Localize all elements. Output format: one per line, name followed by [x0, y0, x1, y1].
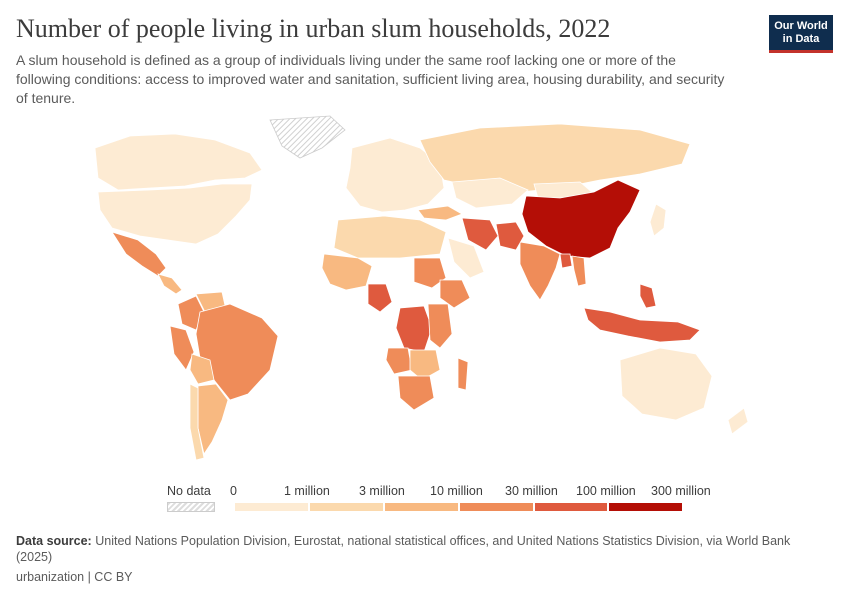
region-mexico[interactable]: [111, 231, 167, 277]
legend-tick-5: 100 million: [576, 484, 636, 498]
legend-bin-0[interactable]: [234, 502, 309, 512]
region-dr-congo[interactable]: [395, 305, 433, 353]
region-new-zealand[interactable]: [727, 407, 749, 435]
region-nigeria[interactable]: [367, 283, 393, 313]
region-ethiopia[interactable]: [439, 279, 471, 309]
region-angola[interactable]: [385, 347, 413, 375]
legend-bin-2[interactable]: [384, 502, 459, 512]
logo-line-1: Our World: [774, 20, 828, 32]
legend-tick-0: 0: [230, 484, 237, 498]
region-canada[interactable]: [94, 133, 263, 191]
legend-no-data-swatch: [167, 502, 215, 512]
region-sudan[interactable]: [413, 257, 447, 289]
legend-no-data-label: No data: [167, 484, 211, 498]
region-chile[interactable]: [189, 383, 205, 461]
legend-bin-4[interactable]: [534, 502, 608, 512]
data-source-text: United Nations Population Division, Euro…: [16, 534, 791, 564]
region-china[interactable]: [521, 179, 641, 259]
region-indonesia[interactable]: [583, 307, 701, 343]
region-north-africa[interactable]: [333, 215, 447, 259]
legend-tick-2: 3 million: [359, 484, 405, 498]
region-australia[interactable]: [619, 347, 713, 421]
region-argentina[interactable]: [197, 383, 229, 455]
legend-tick-4: 30 million: [505, 484, 558, 498]
chart-subtitle: A slum household is defined as a group o…: [16, 52, 725, 106]
region-kazakhstan[interactable]: [451, 177, 529, 209]
region-united-states[interactable]: [97, 183, 253, 245]
region-japan[interactable]: [649, 203, 667, 237]
chart-title: Number of people living in urban slum ho…: [16, 14, 611, 43]
region-europe[interactable]: [345, 137, 445, 213]
world-map[interactable]: [0, 108, 850, 480]
region-bolivia[interactable]: [189, 353, 215, 385]
legend-tick-3: 10 million: [430, 484, 483, 498]
region-south-africa[interactable]: [397, 375, 435, 411]
region-saudi-arabia[interactable]: [447, 237, 485, 279]
region-peru[interactable]: [169, 325, 195, 371]
legend: No data 0 1 million 3 million 10 million…: [0, 480, 850, 520]
region-turkey[interactable]: [417, 205, 463, 221]
legend-bin-5[interactable]: [608, 502, 683, 512]
legend-tick-1: 1 million: [284, 484, 330, 498]
region-russia[interactable]: [419, 123, 691, 193]
region-central-america[interactable]: [157, 273, 183, 295]
region-philippines[interactable]: [639, 283, 657, 309]
legend-tick-6: 300 million: [651, 484, 711, 498]
region-brazil[interactable]: [195, 303, 279, 401]
data-source-label: Data source:: [16, 534, 92, 548]
region-pakistan[interactable]: [495, 221, 525, 251]
region-myanmar[interactable]: [571, 255, 587, 287]
legend-bin-1[interactable]: [309, 502, 384, 512]
region-iran[interactable]: [461, 217, 499, 251]
logo-line-2: in Data: [782, 33, 820, 45]
region-greenland[interactable]: [269, 115, 346, 159]
footer-link[interactable]: urbanization | CC BY: [16, 570, 133, 584]
region-west-africa[interactable]: [321, 253, 373, 291]
region-east-africa[interactable]: [427, 303, 453, 349]
data-source: Data source: United Nations Population D…: [16, 533, 826, 565]
legend-bin-3[interactable]: [459, 502, 534, 512]
region-india[interactable]: [519, 241, 561, 301]
owid-logo[interactable]: Our World in Data: [769, 15, 833, 53]
region-southern-africa[interactable]: [409, 349, 441, 381]
region-madagascar[interactable]: [457, 357, 469, 391]
region-bangladesh[interactable]: [559, 253, 573, 269]
